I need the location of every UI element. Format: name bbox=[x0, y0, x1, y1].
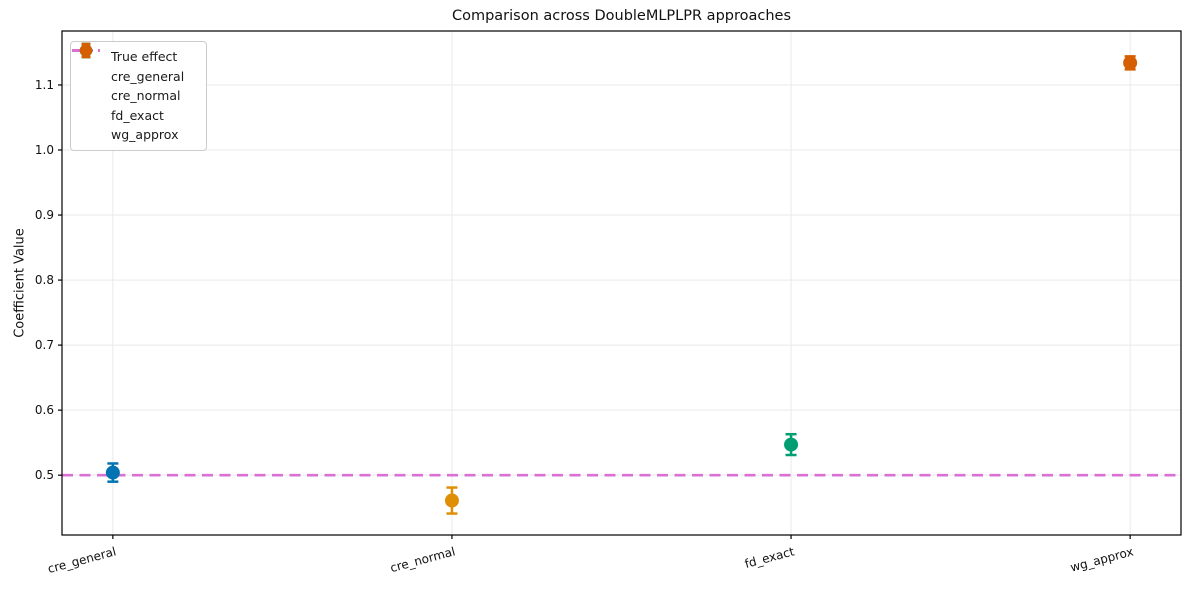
chart-title: Comparison across DoubleMLPLPR approache… bbox=[451, 8, 792, 24]
x-tick-label: cre_normal bbox=[389, 544, 457, 575]
marker-cre_general bbox=[105, 465, 120, 480]
y-tick-label: 1.0 bbox=[35, 143, 54, 157]
y-tick-label: 0.7 bbox=[35, 338, 54, 352]
y-tick-label: 0.8 bbox=[35, 273, 54, 287]
legend-label: cre_normal bbox=[111, 88, 181, 104]
legend-label: cre_general bbox=[111, 68, 185, 84]
marker-fd_exact bbox=[784, 437, 799, 452]
legend-item-fd_exact: fd_exact bbox=[77, 42, 198, 126]
legend-item-cre_normal: cre_normal bbox=[77, 42, 198, 106]
legend-label: wg_approx bbox=[111, 127, 179, 143]
marker-wg_approx bbox=[1123, 55, 1138, 70]
y-axis-label: Coefficient Value bbox=[12, 228, 28, 338]
marker-cre_normal bbox=[444, 493, 459, 508]
legend-label: True effect bbox=[111, 49, 178, 65]
x-tick-label: wg_approx bbox=[1069, 544, 1135, 574]
legend: True effect cre_general cre_normal fd_exact… bbox=[70, 41, 207, 151]
legend-label: fd_exact bbox=[111, 107, 164, 123]
legend-item-cre_general: cre_general bbox=[77, 42, 198, 87]
y-tick-label: 0.5 bbox=[35, 468, 54, 482]
axes-frame bbox=[61, 30, 1182, 536]
y-tick-label: 0.6 bbox=[35, 403, 54, 417]
x-tick-label: cre_general bbox=[46, 544, 117, 576]
legend-item-wg_approx: wg_approx bbox=[77, 42, 198, 145]
y-tick-label: 1.1 bbox=[35, 78, 54, 92]
y-tick-label: 0.9 bbox=[35, 208, 54, 222]
x-tick-label: fd_exact bbox=[743, 544, 796, 571]
